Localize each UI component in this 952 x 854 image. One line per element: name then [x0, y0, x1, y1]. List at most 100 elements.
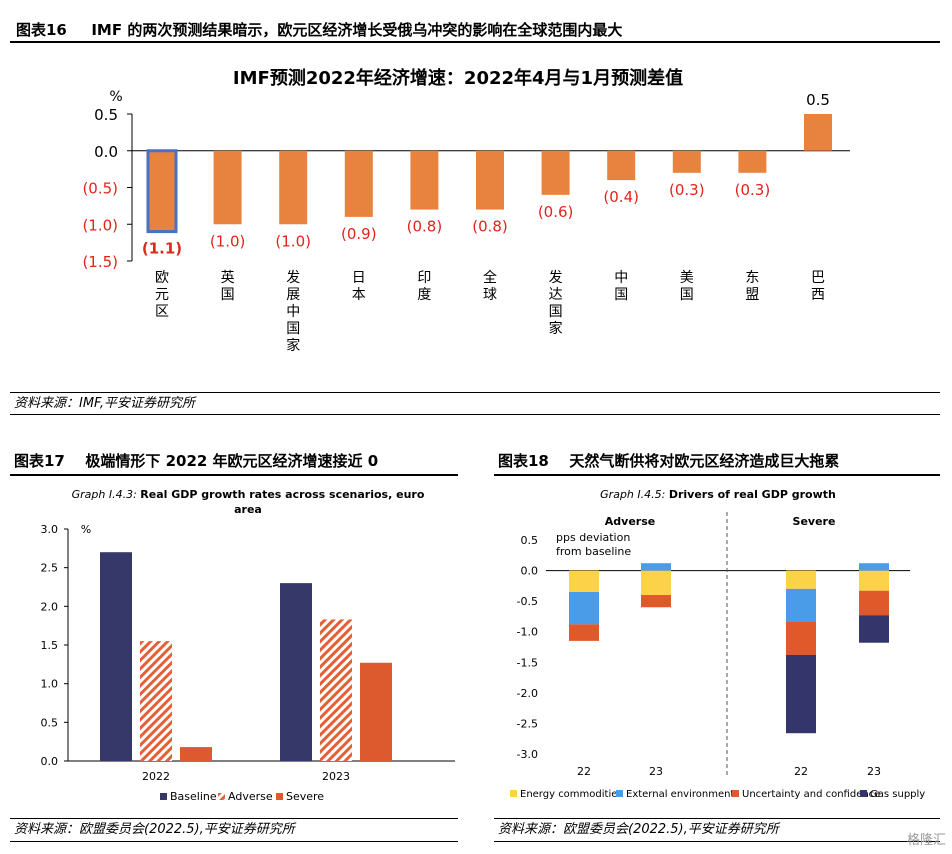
- fig17-legend-label: Baseline: [170, 790, 217, 803]
- fig16-y-tick-label: 0.0: [94, 143, 118, 161]
- fig18-bar-segment: [641, 563, 671, 571]
- fig16-data-label: (0.4): [603, 188, 639, 206]
- fig16-bar: [213, 150, 242, 225]
- fig17-chart: Graph I.4.3: Real GDP growth rates acros…: [41, 488, 455, 803]
- fig18-legend-swatch: [860, 790, 867, 797]
- fig17-header-rule: [10, 474, 458, 476]
- fig16-data-label: (1.0): [275, 232, 311, 250]
- fig18-chart-title: Graph I.4.5: Drivers of real GDP growth: [600, 488, 836, 501]
- fig18-source: 资料来源：欧盟委员会(2022.5),平安证券研究所: [498, 822, 779, 837]
- fig16-bar: [672, 150, 701, 173]
- fig16-data-label: (1.1): [142, 240, 182, 258]
- fig16-y-unit: %: [109, 89, 122, 105]
- fig16-y-tick-label: (1.0): [82, 216, 118, 234]
- fig17-legend-label: Severe: [286, 790, 324, 803]
- fig16-category-label: 发展中国家: [286, 270, 300, 354]
- fig16-category-label: 东盟: [745, 270, 759, 303]
- fig18-header-title: 天然气断供将对欧元区经济造成巨大拖累: [569, 452, 840, 470]
- fig16-data-label: (0.6): [538, 203, 574, 221]
- fig18-source-rule-bottom: [494, 841, 940, 842]
- fig18-bar-segment: [786, 570, 816, 589]
- fig18-category-label: 22: [577, 765, 591, 778]
- fig16-bar: [410, 150, 439, 210]
- fig16-data-label: (0.3): [735, 181, 771, 199]
- fig17-y-tick-label: 0.5: [41, 716, 59, 729]
- fig16-bar: [738, 150, 767, 173]
- fig16-category-label: 日本: [352, 270, 366, 303]
- fig16-source: 资料来源：IMF,平安证券研究所: [14, 396, 195, 411]
- fig18-y-tick-label: -2.5: [517, 717, 538, 730]
- fig18-bar-segment: [859, 570, 889, 591]
- fig16-bar: [476, 150, 504, 210]
- fig17-bar: [100, 552, 132, 761]
- fig17-category-label: 2022: [142, 770, 170, 783]
- fig17-source-rule-top: [10, 818, 458, 819]
- fig16-chart-title: IMF预测2022年经济增速：2022年4月与1月预测差值: [233, 67, 683, 89]
- fig16-category-label: 发达国家: [549, 270, 563, 337]
- fig16-header-num: 图表16: [16, 21, 67, 39]
- fig16-bar: [607, 150, 636, 181]
- fig18-y-tick-label: -2.0: [517, 687, 538, 700]
- fig17-source: 资料来源：欧盟委员会(2022.5),平安证券研究所: [14, 822, 295, 837]
- fig17-legend-swatch: [218, 793, 225, 800]
- fig18-annotation-line2: from baseline: [556, 545, 631, 558]
- fig18-source-rule-top: [494, 818, 940, 819]
- fig17-bar: [140, 641, 172, 761]
- fig16-data-label: (0.8): [407, 218, 443, 236]
- fig16-y-tick-label: 0.5: [94, 106, 118, 124]
- fig18-legend-label: Energy commodities: [520, 789, 623, 800]
- fig18-header: 图表18 天然气断供将对欧元区经济造成巨大拖累: [498, 450, 839, 472]
- fig17-category-label: 2023: [322, 770, 350, 783]
- fig17-legend-swatch: [160, 793, 167, 800]
- fig17-y-unit: %: [81, 523, 91, 536]
- fig16-category-label: 中国: [614, 270, 628, 303]
- fig18-panel-label-severe: Severe: [793, 515, 836, 528]
- fig17-y-tick-label: 2.0: [41, 600, 59, 613]
- fig18-panel-label-adverse: Adverse: [605, 515, 655, 528]
- fig18-category-label: 23: [867, 765, 881, 778]
- fig18-bar-segment: [786, 588, 816, 622]
- fig18-bar-segment: [641, 595, 671, 608]
- fig17-y-tick-label: 0.0: [41, 755, 59, 768]
- fig17-bar: [320, 619, 352, 761]
- fig16-bar: [279, 150, 308, 225]
- fig16-category-label: 全球: [483, 269, 497, 303]
- fig18-bar-segment: [786, 621, 816, 655]
- fig18-y-tick-label: 0.0: [521, 565, 539, 578]
- fig16-bar: [804, 114, 832, 151]
- fig16-bar: [541, 150, 570, 195]
- fig16-data-label: 0.5: [806, 91, 830, 109]
- fig16-header-title: IMF 的两次预测结果暗示，欧元区经济增长受俄乌冲突的影响在全球范围内最大: [91, 21, 623, 39]
- fig17-legend-swatch: [276, 793, 283, 800]
- fig17-header-title: 极端情形下 2022 年欧元区经济增速接近 0: [85, 452, 379, 470]
- fig17-source-rule-bottom: [10, 841, 458, 842]
- fig17-bar: [180, 747, 212, 761]
- fig16-chart: IMF预测2022年经济增速：2022年4月与1月预测差值 % 0.5 0.0 (0…: [82, 67, 850, 354]
- fig16-category-label: 美国: [680, 270, 694, 303]
- fig17-y-tick-label: 2.5: [41, 562, 59, 575]
- fig18-bar-segment: [569, 570, 599, 592]
- fig18-legend-swatch: [510, 790, 517, 797]
- fig18-legend-label: External environment: [626, 789, 734, 800]
- fig17-y-tick-label: 3.0: [41, 523, 59, 536]
- fig16-bar: [146, 149, 178, 234]
- fig18-category-label: 22: [794, 765, 808, 778]
- fig17-bar: [280, 583, 312, 761]
- fig18-annotation-line1: pps deviation: [556, 531, 630, 544]
- fig18-y-tick-label: -0.5: [517, 595, 538, 608]
- fig17-bar: [360, 662, 392, 761]
- fig16-category-label: 巴西: [811, 270, 825, 303]
- fig18-legend-swatch: [732, 790, 739, 797]
- fig16-category-label: 欧元区: [155, 270, 169, 320]
- fig16-header-rule: [10, 41, 940, 43]
- fig16-category-label: 英国: [221, 269, 235, 303]
- fig18-header-rule: [494, 474, 940, 476]
- fig17-header-num: 图表17: [14, 452, 65, 470]
- fig17-header: 图表17 极端情形下 2022 年欧元区经济增速接近 0: [14, 450, 378, 472]
- fig17-legend-label: Adverse: [228, 790, 273, 803]
- fig16-data-label: (1.0): [210, 232, 246, 250]
- fig18-bar-segment: [859, 615, 889, 643]
- fig16-header: 图表16 IMF 的两次预测结果暗示，欧元区经济增长受俄乌冲突的影响在全球范围内…: [16, 19, 622, 41]
- fig18-bar-segment: [859, 590, 889, 616]
- fig17-chart-title-line2: area: [234, 503, 262, 516]
